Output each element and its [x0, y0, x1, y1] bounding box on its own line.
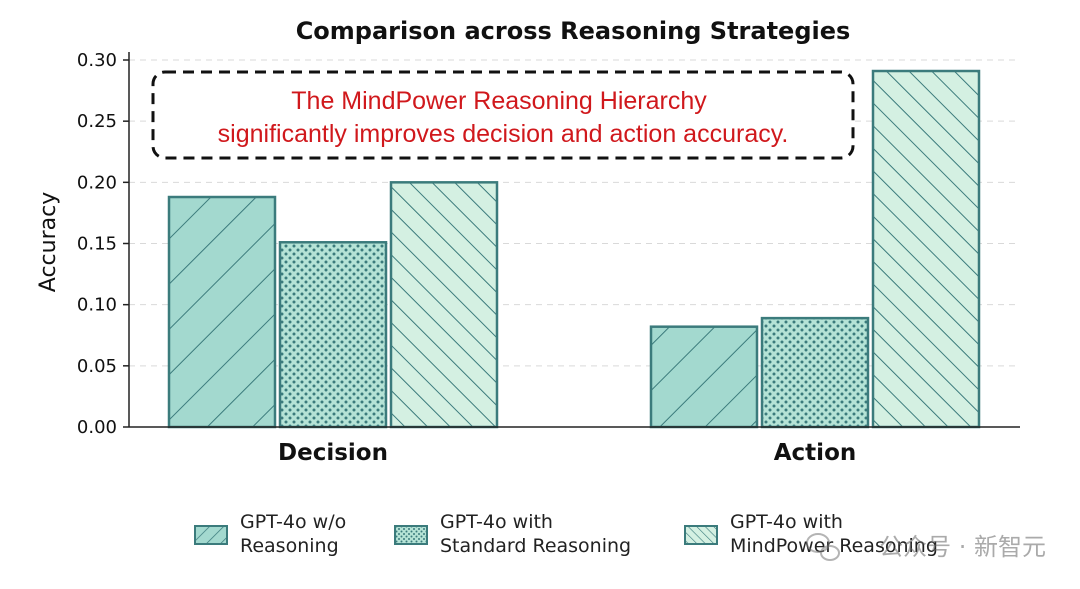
x-tick-label: Decision	[278, 440, 388, 466]
y-tick-label: 0.15	[77, 234, 117, 255]
y-tick-label: 0.10	[77, 295, 117, 316]
bar-action-series-3	[871, 69, 981, 429]
y-axis-ticks: 0.00 0.05 0.10 0.15 0.20 0.25 0.30	[77, 50, 129, 438]
y-tick-label: 0.05	[77, 356, 117, 377]
annotation-callout: The MindPower Reasoning Hierarchy signif…	[151, 70, 855, 160]
legend-label: Standard Reasoning	[440, 535, 631, 557]
bar-hatch	[389, 181, 499, 429]
bar-hatch	[278, 241, 388, 429]
bar-action-series-2	[760, 316, 870, 429]
annotation-line-2: significantly improves decision and acti…	[218, 120, 789, 148]
legend-label: Reasoning	[240, 535, 339, 557]
bar-hatch	[649, 325, 759, 429]
bar-action-series-1	[649, 325, 759, 429]
watermark-text: 公众号 · 新智元	[879, 533, 1046, 561]
bar-hatch	[167, 195, 277, 429]
annotation-line-1: The MindPower Reasoning Hierarchy	[291, 87, 707, 115]
bar-decision-series-2	[278, 241, 388, 429]
legend-label: GPT-4o with	[730, 511, 843, 533]
annotation-box	[151, 70, 855, 160]
y-tick-label: 0.20	[77, 172, 117, 193]
bar-decision-series-1	[167, 195, 277, 429]
chart-title: Comparison across Reasoning Strategies	[296, 17, 851, 45]
wechat-icon	[806, 533, 840, 561]
legend-swatch-hatch	[394, 525, 428, 545]
bar-hatch	[871, 69, 981, 429]
y-axis-label: Accuracy	[36, 192, 61, 292]
x-axis-ticks: Decision Action	[278, 440, 856, 466]
legend-label: GPT-4o with	[440, 511, 553, 533]
x-tick-label: Action	[774, 440, 857, 466]
bars	[167, 69, 981, 429]
bar-decision-series-3	[389, 181, 499, 429]
bar-hatch	[760, 316, 870, 429]
y-tick-label: 0.00	[77, 417, 117, 438]
y-tick-label: 0.30	[77, 50, 117, 71]
legend-swatch-hatch	[684, 525, 718, 545]
y-tick-label: 0.25	[77, 111, 117, 132]
watermark: 公众号 · 新智元	[806, 533, 1046, 561]
legend-label: GPT-4o w/o	[240, 511, 346, 533]
legend-swatch-hatch	[194, 525, 228, 545]
